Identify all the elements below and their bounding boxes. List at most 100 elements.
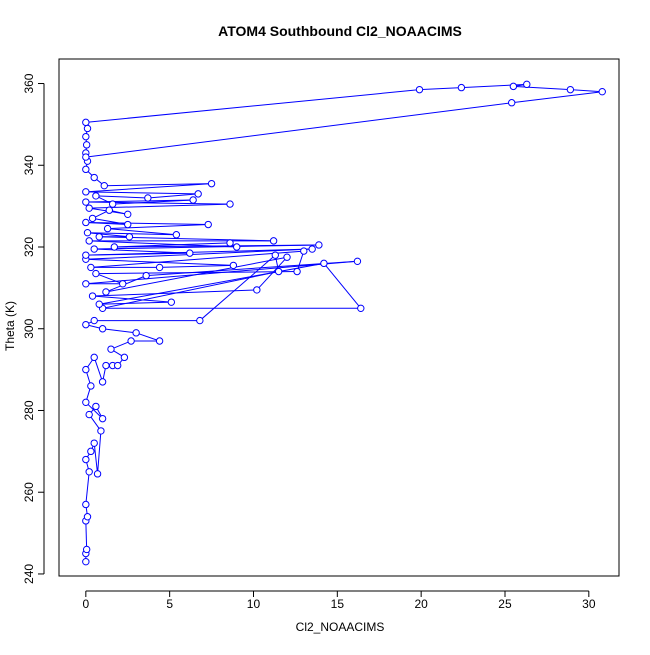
series-line-segment: [90, 250, 304, 268]
series-line-segment: [112, 199, 194, 205]
series-line-segment: [99, 301, 172, 305]
data-point: [226, 200, 234, 208]
chart-title: ATOM4 Southbound Cl2_NOAACIMS: [218, 23, 462, 39]
y-axis-label: Theta (K): [3, 301, 17, 351]
series-line-segment: [570, 89, 603, 93]
data-point: [353, 257, 362, 266]
series-line-segment: [85, 520, 88, 550]
data-point: [90, 316, 98, 325]
data-point: [283, 253, 291, 261]
series-line-segment: [93, 357, 104, 383]
data-point: [110, 243, 119, 251]
data-point: [92, 192, 100, 200]
data-point: [82, 545, 91, 554]
series-line-segment: [92, 295, 172, 303]
data-point: [186, 249, 194, 257]
data-point: [598, 87, 606, 96]
series-line-segment: [102, 328, 137, 334]
x-tick-label: 20: [414, 597, 428, 611]
data-point: [102, 288, 110, 296]
data-point: [82, 165, 90, 174]
data-point: [83, 124, 92, 133]
series-line-segment: [85, 199, 194, 203]
data-point: [82, 320, 90, 329]
series-line-segment: [85, 258, 234, 266]
data-point: [82, 118, 90, 127]
data-point: [509, 82, 518, 91]
series-line-segment: [95, 195, 148, 199]
series-line-segment: [102, 271, 279, 309]
y-tick-label: 340: [22, 155, 36, 175]
series-line-segment: [323, 263, 362, 309]
data-point: [274, 267, 283, 276]
series-line-segment: [85, 89, 420, 123]
data-point: [132, 329, 140, 337]
data-point: [82, 251, 90, 259]
series-line-segment: [256, 256, 288, 291]
data-point: [92, 269, 100, 278]
data-point: [82, 455, 90, 464]
data-point: [253, 286, 261, 294]
data-point: [98, 414, 107, 423]
series-line-segment: [513, 85, 571, 91]
data-point: [194, 190, 202, 198]
x-tick-label: 5: [166, 597, 173, 611]
y-tick-label: 300: [22, 318, 36, 338]
data-point: [113, 361, 122, 370]
series-line-segment: [114, 242, 231, 248]
data-point: [124, 220, 132, 229]
data-point: [87, 382, 95, 390]
data-point: [226, 239, 234, 247]
series-line-segment: [93, 443, 99, 474]
y-tick-label: 320: [22, 237, 36, 257]
data-point: [415, 85, 424, 94]
series-line-segment: [511, 91, 603, 104]
data-point: [315, 241, 323, 249]
data-point: [90, 173, 98, 182]
x-tick-label: 30: [582, 597, 596, 611]
data-point: [293, 267, 301, 276]
data-point: [566, 85, 575, 94]
plot-box: [58, 58, 620, 577]
series-line-segment: [94, 248, 190, 254]
data-point: [83, 228, 92, 237]
data-point: [142, 271, 150, 280]
y-tick-label: 280: [22, 400, 36, 420]
series-line-segment: [85, 471, 90, 505]
data-point: [98, 378, 107, 386]
data-point: [95, 233, 103, 241]
data-point: [105, 206, 113, 214]
data-point: [82, 141, 91, 149]
series-line-segment: [85, 252, 190, 256]
series-line-segment: [85, 221, 209, 226]
y-tick-label: 240: [22, 564, 36, 584]
series-line-segment: [95, 273, 123, 285]
data-point: [88, 292, 97, 300]
data-point: [144, 194, 152, 202]
series-line-segment: [147, 193, 199, 199]
data-point: [233, 243, 241, 251]
data-point: [155, 337, 164, 345]
data-point: [82, 280, 90, 288]
data-point: [82, 153, 90, 161]
data-point: [100, 181, 108, 190]
series-line-segment: [135, 332, 160, 342]
data-point: [320, 259, 328, 268]
series-line-segment: [199, 254, 276, 321]
data-point: [155, 263, 164, 272]
data-point: [271, 251, 279, 259]
x-tick-label: 25: [498, 597, 512, 611]
data-point: [83, 513, 92, 521]
data-point: [82, 198, 90, 206]
data-point: [82, 557, 90, 566]
series-line-segment: [104, 183, 212, 187]
data-point: [207, 179, 216, 188]
x-tick-label: 10: [247, 597, 261, 611]
x-axis-label: Cl2_NOAACIMS: [296, 620, 385, 634]
data-point: [103, 224, 112, 233]
series-line-segment: [92, 289, 257, 297]
data-point: [127, 337, 135, 345]
series-line-segment: [89, 240, 237, 248]
